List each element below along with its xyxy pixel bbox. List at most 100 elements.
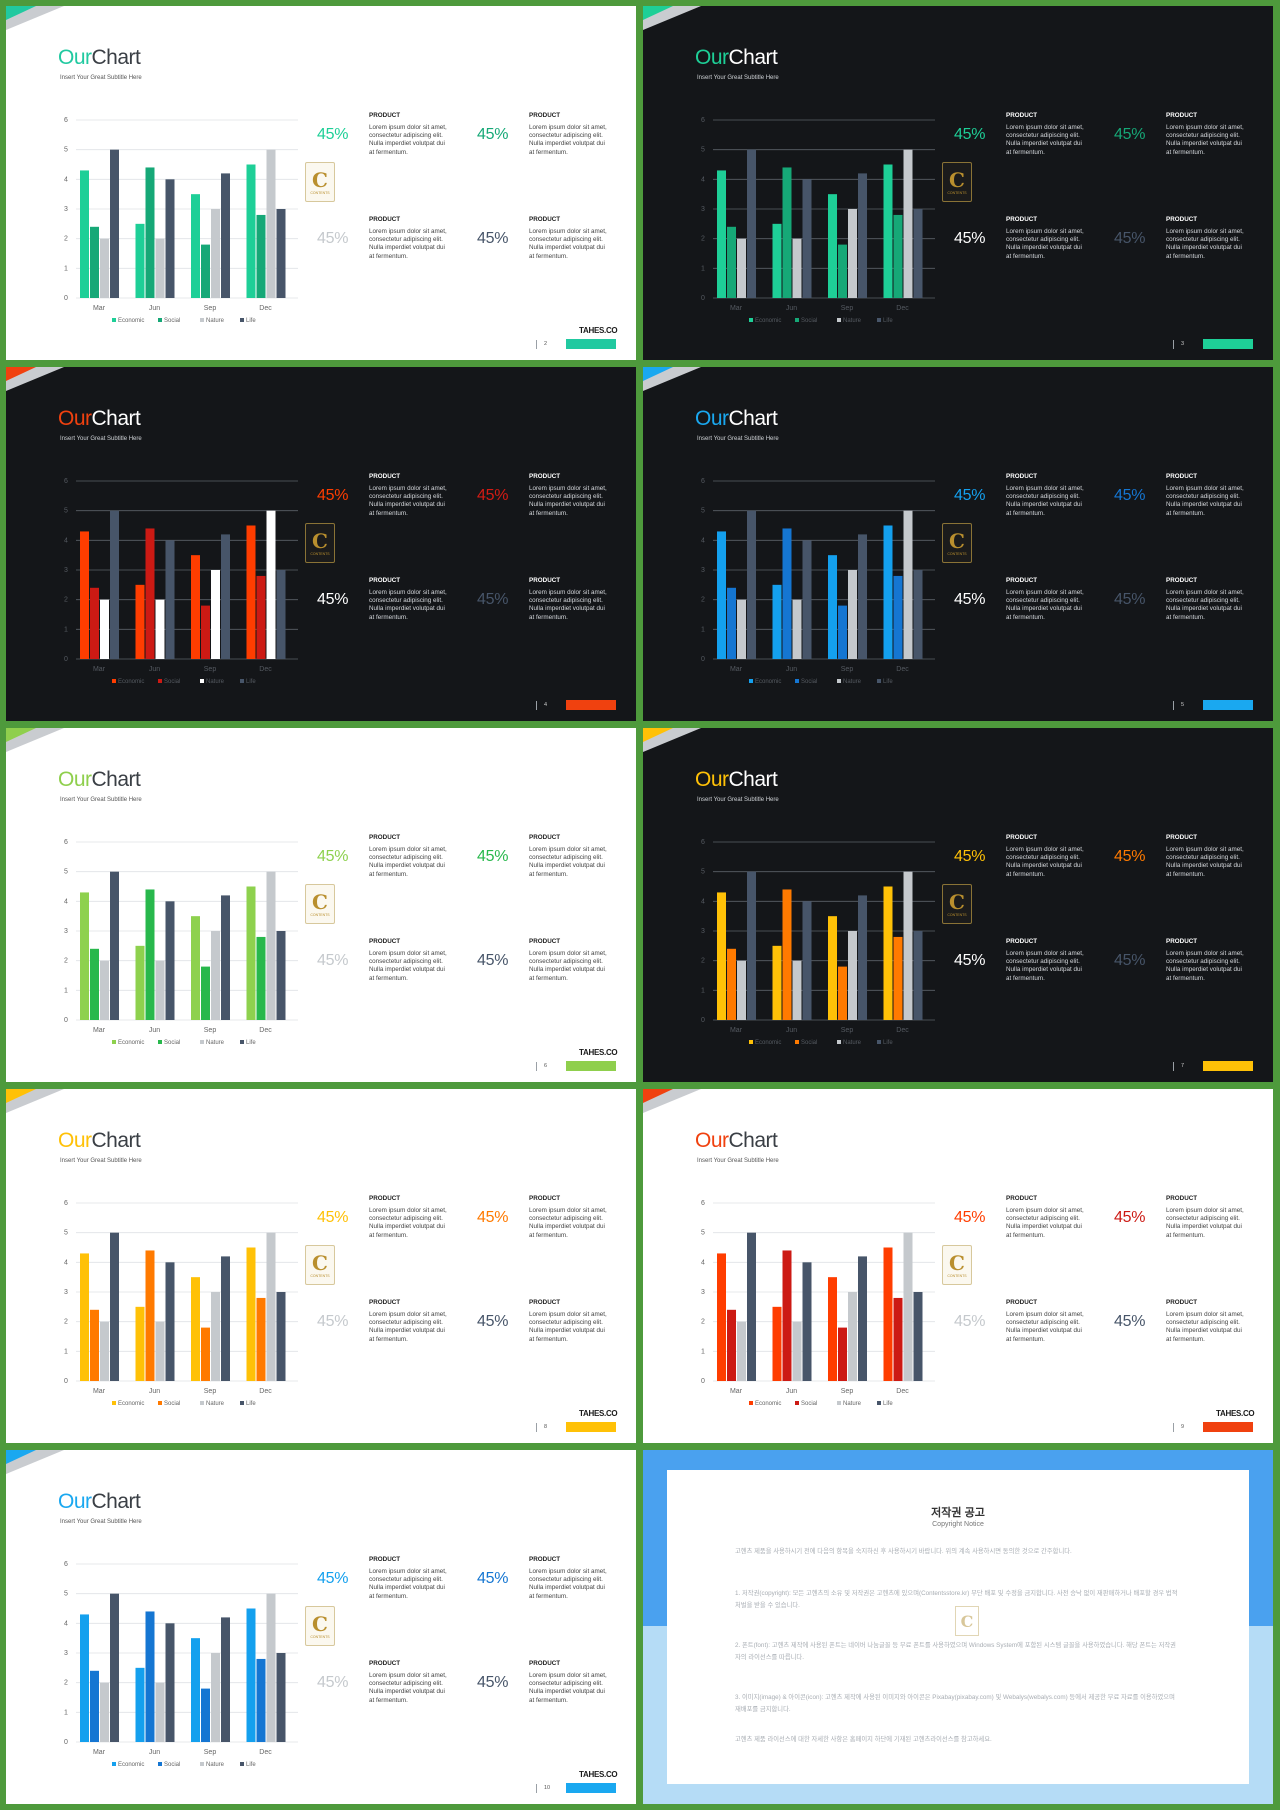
- bar-economic: [80, 531, 89, 659]
- bar-nature: [903, 871, 913, 1020]
- chart-slide: OurChart Insert Your Great Subtitle Here 0…: [643, 367, 1273, 721]
- corner-accent-icon: [6, 1089, 68, 1115]
- x-tick-label: Mar: [730, 305, 743, 312]
- slide-subtitle: Insert Your Great Subtitle Here: [697, 75, 779, 81]
- percentage-value: 45%: [954, 591, 986, 608]
- bar-life: [276, 1653, 286, 1742]
- logo-text: CONTENTS: [947, 1273, 967, 1278]
- legend-swatch: [877, 1040, 881, 1044]
- bar-life: [747, 1232, 756, 1381]
- corner-accent-icon: [6, 6, 68, 32]
- percentage-value: 45%: [477, 1674, 509, 1691]
- slide-title: OurChart: [695, 407, 778, 431]
- title-accent-word: Our: [58, 768, 92, 791]
- bar-life: [221, 173, 230, 298]
- bar-economic: [191, 555, 200, 659]
- bar-nature: [211, 209, 220, 298]
- bar-social: [727, 1309, 736, 1381]
- product-item: 45% PRODUCT Lorem ipsum dolor sit amet, co…: [954, 1195, 1104, 1265]
- product-title: PRODUCT: [529, 112, 561, 119]
- bar-nature: [848, 1292, 857, 1381]
- y-tick-label: 6: [64, 478, 68, 485]
- y-tick-label: 0: [64, 1017, 68, 1024]
- y-tick-label: 2: [701, 236, 705, 243]
- y-tick-label: 1: [701, 1348, 705, 1355]
- y-tick-label: 3: [701, 567, 705, 574]
- legend-swatch: [795, 318, 799, 322]
- bar-social: [893, 214, 903, 298]
- bar-economic: [135, 1306, 145, 1381]
- product-item: 45% PRODUCT Lorem ipsum dolor sit amet, co…: [477, 112, 627, 182]
- product-description: Lorem ipsum dolor sit amet, consectetur …: [1166, 1207, 1244, 1239]
- percentage-value: 45%: [954, 487, 986, 504]
- bar-economic: [135, 1667, 145, 1742]
- bar-economic: [717, 531, 726, 659]
- percentage-value: 45%: [1114, 952, 1146, 969]
- legend-label: Social: [164, 679, 180, 685]
- page-number-text: 6: [544, 1063, 548, 1069]
- bar-nature: [211, 931, 220, 1020]
- title-accent-word: Our: [58, 46, 92, 69]
- bar-social: [838, 605, 847, 659]
- corner-accent-icon: [6, 367, 68, 393]
- percentage-value: 45%: [1114, 487, 1146, 504]
- percentage-value: 45%: [477, 1313, 509, 1330]
- product-description: Lorem ipsum dolor sit amet, consectetur …: [1006, 228, 1084, 260]
- product-description: Lorem ipsum dolor sit amet, consectetur …: [1166, 228, 1244, 260]
- watermark-logo-icon: C: [955, 1606, 979, 1636]
- page-number: 2: [536, 339, 547, 349]
- product-description: Lorem ipsum dolor sit amet, consectetur …: [529, 485, 607, 517]
- page-number-text: 8: [544, 1424, 548, 1430]
- percentage-value: 45%: [317, 487, 349, 504]
- y-tick-label: 0: [701, 295, 705, 302]
- legend-label: Life: [883, 1040, 893, 1046]
- x-tick-label: Jun: [149, 1749, 160, 1756]
- product-description: Lorem ipsum dolor sit amet, consectetur …: [1166, 485, 1244, 517]
- bar-nature: [737, 960, 746, 1020]
- corner-accent-icon: [6, 728, 68, 754]
- bar-social: [893, 575, 903, 659]
- product-title: PRODUCT: [369, 938, 401, 945]
- brand-logo: TAHES.CO: [579, 1409, 618, 1418]
- product-item: 45% PRODUCT Lorem ipsum dolor sit amet, co…: [477, 1299, 627, 1369]
- y-tick-label: 3: [701, 206, 705, 213]
- x-tick-label: Mar: [93, 1749, 106, 1756]
- bar-life: [276, 931, 286, 1020]
- product-item: 45% PRODUCT Lorem ipsum dolor sit amet, co…: [954, 577, 1104, 647]
- product-title: PRODUCT: [529, 938, 561, 945]
- product-description: Lorem ipsum dolor sit amet, consectetur …: [1166, 124, 1244, 156]
- bar-chart: 0 1 2 3 4 5 6 Mar Jun Sep Dec Economic Social Nature L…: [701, 839, 935, 1046]
- bar-social: [90, 226, 99, 298]
- bar-nature: [737, 238, 746, 298]
- legend-swatch: [112, 318, 116, 322]
- y-tick-label: 0: [701, 656, 705, 663]
- legend-swatch: [200, 679, 204, 683]
- bar-life: [913, 570, 923, 659]
- y-tick-label: 4: [701, 898, 705, 905]
- logo-text: CONTENTS: [947, 912, 967, 917]
- product-description: Lorem ipsum dolor sit amet, consectetur …: [529, 1568, 607, 1600]
- y-tick-label: 0: [64, 1378, 68, 1385]
- brand-logo: TAHES.CO: [579, 1048, 618, 1057]
- footer-accent-bar: [566, 1061, 616, 1071]
- corner-accent-icon: [6, 1450, 68, 1476]
- bar-social: [256, 214, 266, 298]
- legend-label: Life: [883, 679, 893, 685]
- logo-text: CONTENTS: [947, 551, 967, 556]
- bar-nature: [100, 960, 109, 1020]
- product-title: PRODUCT: [1166, 1299, 1198, 1306]
- y-tick-label: 1: [701, 987, 705, 994]
- legend-swatch: [158, 1762, 162, 1766]
- bar-nature: [266, 149, 276, 298]
- legend-swatch: [877, 318, 881, 322]
- product-item: 45% PRODUCT Lorem ipsum dolor sit amet, co…: [477, 577, 627, 647]
- bar-economic: [828, 916, 837, 1020]
- bar-economic: [883, 886, 893, 1020]
- bar-life: [913, 209, 923, 298]
- product-title: PRODUCT: [1006, 1299, 1038, 1306]
- legend-label: Nature: [843, 1401, 862, 1407]
- bar-economic: [883, 164, 893, 298]
- x-tick-label: Sep: [841, 1027, 854, 1034]
- legend-swatch: [837, 1401, 841, 1405]
- legend-label: Nature: [843, 679, 862, 685]
